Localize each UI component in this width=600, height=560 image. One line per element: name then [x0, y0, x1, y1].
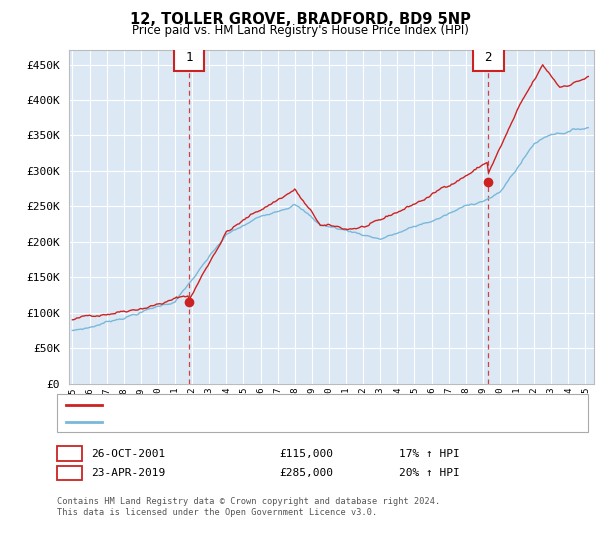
Text: 2016: 2016 [427, 386, 436, 408]
Text: 2007: 2007 [273, 386, 282, 408]
Text: 2022: 2022 [530, 386, 539, 408]
Text: 12, TOLLER GROVE, BRADFORD, BD9 5NP: 12, TOLLER GROVE, BRADFORD, BD9 5NP [130, 12, 470, 27]
Text: 20% ↑ HPI: 20% ↑ HPI [399, 468, 460, 478]
Text: 2008: 2008 [290, 386, 299, 408]
Text: 2018: 2018 [461, 386, 470, 408]
Text: 1998: 1998 [119, 386, 128, 408]
Text: 1997: 1997 [102, 386, 111, 408]
Text: 2001: 2001 [170, 386, 179, 408]
Text: 2000: 2000 [154, 386, 163, 408]
Text: 2014: 2014 [393, 386, 402, 408]
Text: 2006: 2006 [256, 386, 265, 408]
Text: 2010: 2010 [325, 386, 334, 408]
Text: 17% ↑ HPI: 17% ↑ HPI [399, 449, 460, 459]
Text: 1996: 1996 [85, 386, 94, 408]
Text: 23-APR-2019: 23-APR-2019 [91, 468, 166, 478]
Text: 2003: 2003 [205, 386, 214, 408]
Text: 2020: 2020 [496, 386, 505, 408]
FancyBboxPatch shape [473, 44, 503, 71]
Text: 1999: 1999 [136, 386, 145, 408]
Text: 1: 1 [66, 449, 73, 459]
Text: Price paid vs. HM Land Registry's House Price Index (HPI): Price paid vs. HM Land Registry's House … [131, 24, 469, 37]
Text: 2024: 2024 [564, 386, 573, 408]
Text: 2021: 2021 [512, 386, 521, 408]
Text: £285,000: £285,000 [279, 468, 333, 478]
Text: 2023: 2023 [547, 386, 556, 408]
FancyBboxPatch shape [173, 44, 205, 71]
Text: 2015: 2015 [410, 386, 419, 408]
Text: 1: 1 [185, 51, 193, 64]
Text: 12, TOLLER GROVE, BRADFORD, BD9 5NP (detached house): 12, TOLLER GROVE, BRADFORD, BD9 5NP (det… [108, 400, 433, 410]
Text: 2017: 2017 [444, 386, 453, 408]
Text: 2012: 2012 [359, 386, 368, 408]
Text: 2: 2 [484, 51, 492, 64]
Text: 2019: 2019 [478, 386, 487, 408]
Text: £115,000: £115,000 [279, 449, 333, 459]
Text: HPI: Average price, detached house, Bradford: HPI: Average price, detached house, Brad… [108, 417, 383, 427]
Text: 2013: 2013 [376, 386, 385, 408]
Text: 26-OCT-2001: 26-OCT-2001 [91, 449, 166, 459]
Text: 2025: 2025 [581, 386, 590, 408]
Text: 2009: 2009 [307, 386, 316, 408]
Text: 2004: 2004 [222, 386, 231, 408]
Text: 2002: 2002 [188, 386, 197, 408]
Text: Contains HM Land Registry data © Crown copyright and database right 2024.
This d: Contains HM Land Registry data © Crown c… [57, 497, 440, 517]
Text: 2011: 2011 [341, 386, 350, 408]
Text: 2005: 2005 [239, 386, 248, 408]
Text: 2: 2 [66, 468, 73, 478]
Text: 1995: 1995 [68, 386, 77, 408]
